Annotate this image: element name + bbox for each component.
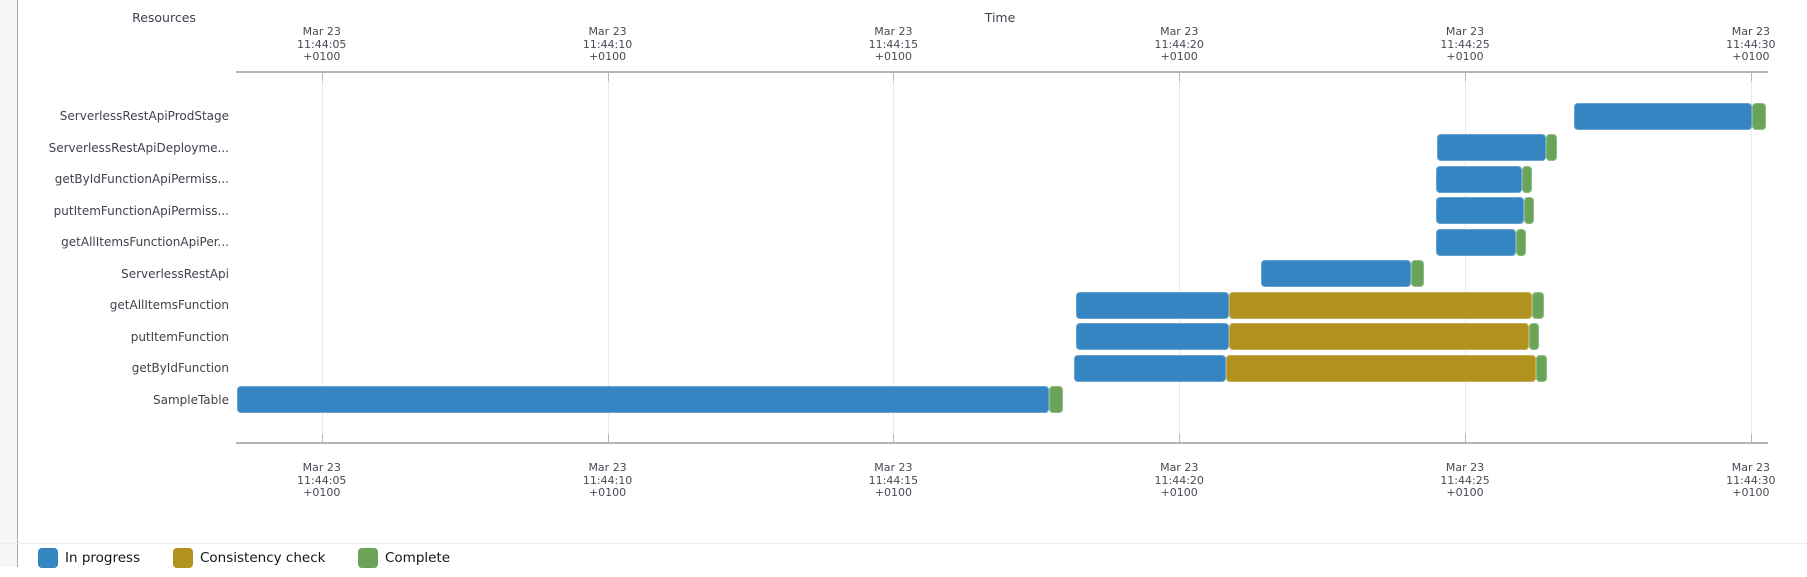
gantt-bar-in-progress xyxy=(1435,165,1523,193)
gantt-bar-in-progress xyxy=(1573,102,1752,130)
top-time-tick-label: Mar 23 11:44:25 +0100 xyxy=(1440,25,1490,63)
top-time-tick-label: Mar 23 11:44:30 +0100 xyxy=(1726,25,1776,63)
legend-swatch-icon xyxy=(173,548,193,568)
gantt-bar-in-progress xyxy=(236,386,1050,413)
resource-label: ServerlessRestApiDeployme... xyxy=(48,140,229,155)
legend-label: Complete xyxy=(385,550,451,566)
top-time-tick-label: Mar 23 11:44:10 +0100 xyxy=(582,25,633,63)
time-gridline xyxy=(607,72,609,443)
bottom-time-tick-label: Mar 23 11:44:15 +0100 xyxy=(868,461,919,499)
gantt-bar-complete xyxy=(1411,260,1424,287)
resource-label: putItemFunction xyxy=(130,329,229,344)
time-tick-top xyxy=(893,72,895,81)
legend-label: Consistency check xyxy=(200,550,326,566)
resource-label: ServerlessRestApi xyxy=(121,266,229,281)
top-time-tick-label: Mar 23 11:44:20 +0100 xyxy=(1154,25,1204,63)
time-gridline xyxy=(893,72,895,443)
gantt-bar-in-progress xyxy=(1074,354,1227,382)
time-axis-line-bottom xyxy=(236,442,1768,444)
gantt-bar-in-progress xyxy=(1076,291,1229,319)
gantt-bar-complete xyxy=(1522,165,1532,193)
top-time-tick-label: Mar 23 11:44:15 +0100 xyxy=(868,25,919,63)
time-tick-top xyxy=(321,72,323,81)
legend-swatch-icon xyxy=(358,548,378,568)
gantt-bar-in-progress xyxy=(1435,197,1524,224)
legend-divider xyxy=(0,543,1807,544)
time-tick-bottom xyxy=(321,434,323,443)
legend-item-in-progress[interactable]: In progress xyxy=(38,548,140,568)
time-tick-top xyxy=(1750,72,1752,81)
top-time-tick-label: Mar 23 11:44:05 +0100 xyxy=(297,25,347,63)
gantt-bar-consistency-check xyxy=(1226,354,1536,382)
time-gridline xyxy=(321,72,323,443)
bottom-time-tick-label: Mar 23 11:44:30 +0100 xyxy=(1726,461,1776,499)
time-axis-title: Time xyxy=(984,10,1016,25)
resource-label: getByIdFunction xyxy=(131,361,229,375)
time-tick-bottom xyxy=(893,434,895,443)
gantt-bar-in-progress xyxy=(1076,323,1229,350)
time-tick-bottom xyxy=(1465,434,1467,443)
legend-swatch-icon xyxy=(38,548,58,568)
legend-label: In progress xyxy=(65,550,141,566)
bottom-time-tick-label: Mar 23 11:44:10 +0100 xyxy=(582,461,633,499)
gantt-bar-consistency-check xyxy=(1228,291,1532,319)
legend-item-complete[interactable]: Complete xyxy=(358,548,450,568)
resource-label: ServerlessRestApiProdStage xyxy=(59,109,229,123)
gantt-bar-complete xyxy=(1515,228,1527,256)
time-tick-top xyxy=(1179,72,1181,81)
time-tick-bottom xyxy=(1179,434,1181,443)
gantt-bar-complete xyxy=(1529,323,1539,350)
bottom-time-tick-label: Mar 23 11:44:20 +0100 xyxy=(1154,461,1204,499)
legend-item-consistency-check[interactable]: Consistency check xyxy=(173,548,325,568)
time-tick-top xyxy=(1465,72,1467,81)
gantt-bar-complete xyxy=(1546,134,1558,161)
time-axis-line-top xyxy=(236,71,1768,73)
bottom-time-tick-label: Mar 23 11:44:25 +0100 xyxy=(1440,461,1490,499)
resource-label: getAllItemsFunction xyxy=(109,298,229,312)
left-panel-divider xyxy=(17,0,18,567)
time-tick-bottom xyxy=(1750,434,1752,443)
gantt-bar-complete xyxy=(1523,197,1535,224)
gantt-bar-in-progress xyxy=(1260,260,1412,287)
bottom-time-tick-label: Mar 23 11:44:05 +0100 xyxy=(297,461,347,499)
time-gridline xyxy=(1179,72,1181,443)
gantt-bar-complete xyxy=(1049,386,1063,413)
gantt-bar-complete xyxy=(1535,354,1547,382)
time-tick-top xyxy=(607,72,609,81)
time-gridline xyxy=(1750,72,1752,443)
gantt-bar-in-progress xyxy=(1437,134,1547,161)
gantt-bar-in-progress xyxy=(1435,228,1516,256)
time-tick-bottom xyxy=(607,434,609,443)
gantt-bar-complete xyxy=(1531,291,1544,319)
resource-label: getAllItemsFunctionApiPer... xyxy=(61,235,229,249)
resource-label: putItemFunctionApiPermiss... xyxy=(53,203,229,218)
left-panel-strip xyxy=(0,0,17,567)
gantt-bar-complete xyxy=(1751,102,1766,130)
gantt-bar-consistency-check xyxy=(1228,323,1530,350)
resource-label: getByIdFunctionApiPermiss... xyxy=(54,172,229,186)
time-gridline xyxy=(1465,72,1467,443)
resources-axis-title: Resources xyxy=(132,10,196,25)
resource-label: SampleTable xyxy=(152,392,229,407)
